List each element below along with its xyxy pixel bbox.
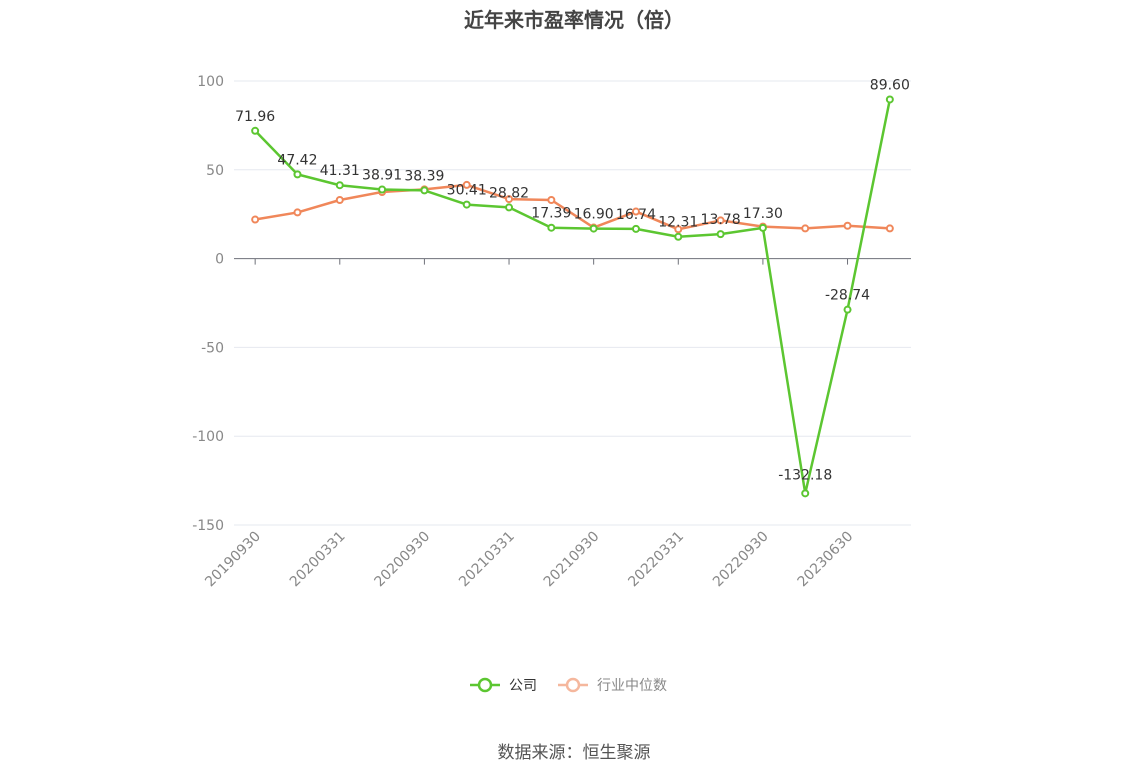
data-point [716, 216, 725, 225]
data-point [420, 186, 429, 195]
data-point [801, 224, 810, 233]
x-tick-label: 20190930 [202, 529, 264, 591]
data-point [547, 223, 556, 232]
data-point [674, 225, 683, 234]
data-point [335, 181, 344, 190]
legend-label: 公司 [509, 678, 537, 694]
chart-title: 近年来市盈率情况（倍） [464, 8, 684, 32]
data-label: 12.31 [658, 215, 698, 231]
y-tick-label: 100 [197, 74, 224, 90]
data-point [843, 305, 852, 314]
data-label: 41.31 [320, 163, 360, 179]
data-point [631, 224, 640, 233]
data-label: 38.91 [362, 167, 402, 183]
x-tick-label: 20200331 [287, 529, 349, 591]
data-point [505, 203, 514, 212]
data-point [293, 208, 302, 217]
y-tick-label: 0 [215, 252, 224, 268]
legend-item-industry-median[interactable]: 行业中位数 [558, 677, 667, 694]
data-label: 47.42 [277, 152, 317, 168]
series-line-industry-median [254, 183, 890, 231]
x-tick-label: 20220930 [710, 529, 772, 591]
y-tick-label: -100 [192, 429, 224, 445]
x-tick-label: 20200930 [372, 529, 434, 591]
data-label: 13.78 [701, 212, 741, 228]
legend-label: 行业中位数 [597, 678, 667, 694]
x-tick-label: 20210930 [541, 529, 603, 591]
data-point [758, 223, 767, 232]
data-point [547, 195, 556, 204]
legend-marker-icon [477, 677, 493, 693]
data-point [251, 126, 260, 135]
data-point [589, 224, 598, 233]
data-label: 16.74 [616, 207, 656, 223]
data-point [631, 207, 640, 216]
data-point [462, 180, 471, 189]
x-tick-label: 20230630 [795, 529, 857, 591]
data-point [462, 200, 471, 209]
y-tick-label: -150 [192, 518, 224, 534]
legend-marker-icon [565, 677, 581, 693]
data-label: -28.74 [825, 288, 870, 304]
data-point [674, 232, 683, 241]
data-label: 17.39 [531, 206, 571, 222]
data-point [885, 224, 894, 233]
x-tick-label: 20220331 [625, 529, 687, 591]
data-point [885, 95, 894, 104]
data-point [843, 221, 852, 230]
data-point [378, 185, 387, 194]
data-label: -132.18 [778, 467, 832, 483]
data-label: 16.90 [574, 207, 614, 223]
data-point [716, 230, 725, 239]
data-point [801, 489, 810, 498]
y-tick-label: 50 [206, 163, 224, 179]
series-line-company [254, 99, 892, 495]
data-point [293, 170, 302, 179]
data-label: 17.30 [743, 206, 783, 222]
data-label: 71.96 [235, 109, 275, 125]
data-point [251, 215, 260, 224]
data-label: 30.41 [447, 183, 487, 199]
data-label: 38.39 [404, 168, 444, 184]
data-source-note: 数据来源：恒生聚源 [497, 743, 651, 763]
data-point [505, 195, 514, 204]
data-label: 89.60 [870, 77, 910, 93]
legend-item-company[interactable]: 公司 [470, 677, 537, 694]
x-tick-label: 20210331 [456, 529, 518, 591]
data-point [335, 195, 344, 204]
y-tick-label: -50 [201, 340, 224, 356]
data-label: 28.82 [489, 185, 529, 201]
